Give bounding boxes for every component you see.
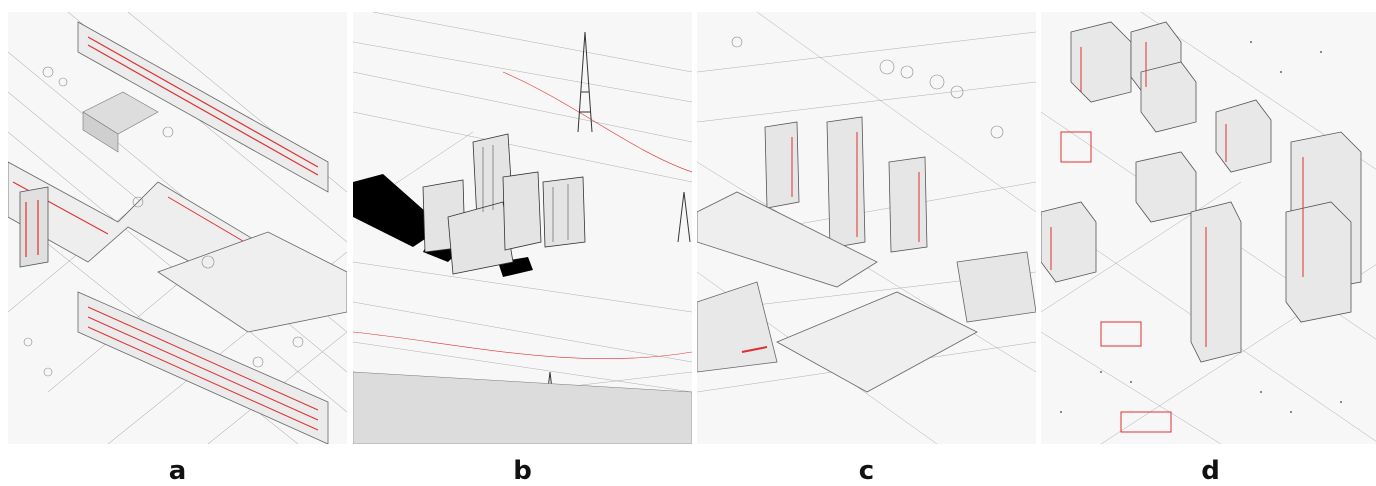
axonometric-drawing-a xyxy=(8,12,347,444)
axonometric-drawing-c xyxy=(697,12,1036,444)
panel-a-label: a xyxy=(168,456,187,486)
panel-d-label: d xyxy=(1201,456,1220,486)
panel-c-label: c xyxy=(858,456,875,486)
panel-b-image xyxy=(353,12,692,444)
panel-d-image xyxy=(1041,12,1376,444)
panel-c-image xyxy=(697,12,1036,444)
panel-a-image xyxy=(8,12,347,444)
axonometric-drawing-b xyxy=(353,12,692,444)
panel-b-label: b xyxy=(513,456,532,486)
axonometric-drawing-d xyxy=(1041,12,1376,444)
